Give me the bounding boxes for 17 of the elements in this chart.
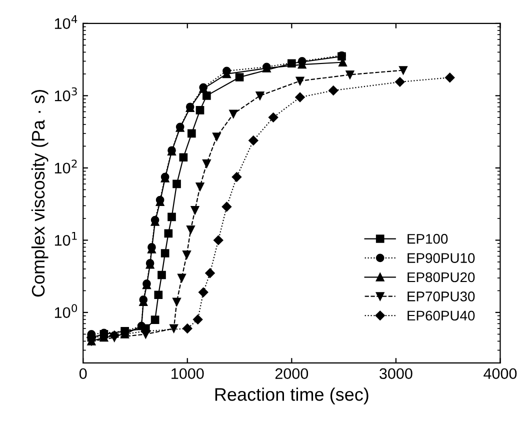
- y-axis-title: Complex viscosity (Pa · s): [31, 90, 48, 297]
- x-tick-label: 4000: [484, 368, 517, 380]
- y-tick-label: 10$^{0}$: [54, 304, 78, 318]
- legend-label: EP70PU30: [408, 292, 475, 302]
- x-tick-label: 3000: [380, 368, 412, 380]
- x-tick-label: 1000: [172, 368, 204, 380]
- legend-label: EP60PU40: [408, 310, 475, 321]
- x-tick-label: 0: [79, 368, 87, 380]
- y-tick-label: 10$^{4}$: [54, 15, 78, 30]
- y-tick-label: 10$^{2}$: [54, 160, 77, 174]
- legend-label: EP80PU20: [408, 272, 475, 282]
- x-axis-title: Reaction time (sec): [215, 388, 368, 404]
- y-tick-label: 10$^{3}$: [54, 87, 77, 102]
- x-tick-label: 2000: [275, 368, 308, 380]
- y-tick-label: 10$^{1}$: [54, 232, 77, 246]
- legend-label: EP90PU10: [408, 253, 475, 263]
- legend-label: EP100: [408, 234, 448, 244]
